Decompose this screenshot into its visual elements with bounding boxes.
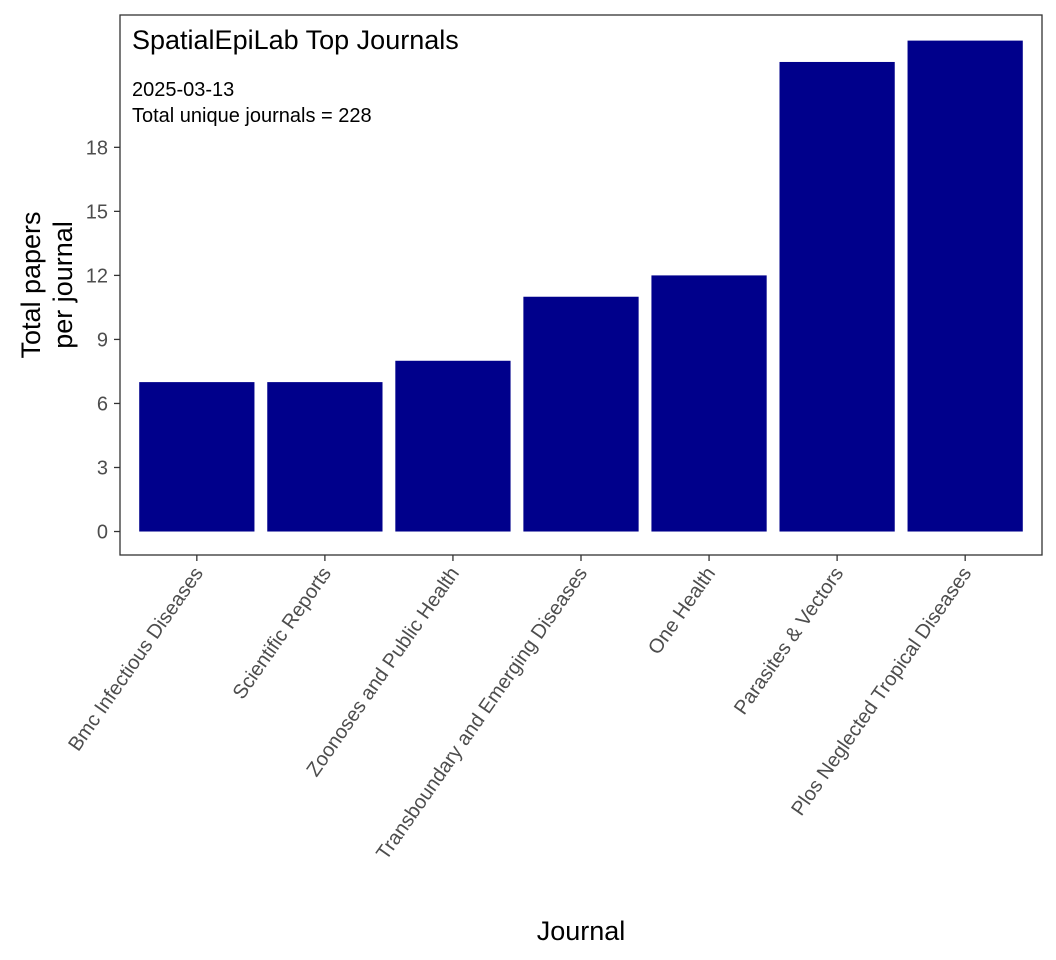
chart-subtitle-date: 2025-03-13 — [132, 79, 234, 101]
y-axis-title: Total papers per journal — [16, 211, 78, 358]
x-axis-title: Journal — [537, 916, 626, 946]
chart-subtitle-total: Total unique journals = 228 — [132, 105, 372, 127]
y-tick-label-0: 0 — [97, 522, 108, 544]
y-tick-label-6: 18 — [86, 137, 108, 159]
x-tick-label-3: Transboundary and Emerging Diseases — [372, 563, 592, 864]
y-tick-label-5: 15 — [86, 201, 108, 223]
y-tick-label-1: 3 — [97, 457, 108, 479]
y-tick-label-2: 6 — [97, 393, 108, 415]
y-axis-title-line-1: Total papers — [16, 211, 46, 358]
bar-0 — [139, 382, 255, 532]
bar-2 — [395, 360, 511, 532]
y-tick-label-4: 12 — [86, 265, 108, 287]
y-axis-title-line-2: per journal — [48, 221, 78, 349]
bar-4 — [651, 275, 767, 532]
x-axis: Bmc Infectious Diseases Scientific Report… — [64, 555, 976, 864]
x-tick-label-2: Zoonoses and Public Health — [303, 563, 465, 781]
chart-title: SpatialEpiLab Top Journals — [132, 25, 459, 55]
x-tick-label-5: Parasites & Vectors — [730, 563, 848, 719]
y-tick-label-3: 9 — [97, 329, 108, 351]
y-axis: 0 3 6 9 12 15 18 — [86, 137, 120, 544]
bar-6 — [907, 40, 1023, 532]
x-tick-label-1: Scientific Reports — [229, 563, 336, 703]
bar-3 — [523, 296, 639, 532]
x-tick-label-0: Bmc Infectious Diseases — [64, 563, 208, 755]
bar-1 — [267, 382, 383, 532]
x-tick-label-4: One Health — [644, 563, 720, 658]
bar-5 — [779, 61, 895, 532]
bars-layer — [139, 40, 1023, 532]
